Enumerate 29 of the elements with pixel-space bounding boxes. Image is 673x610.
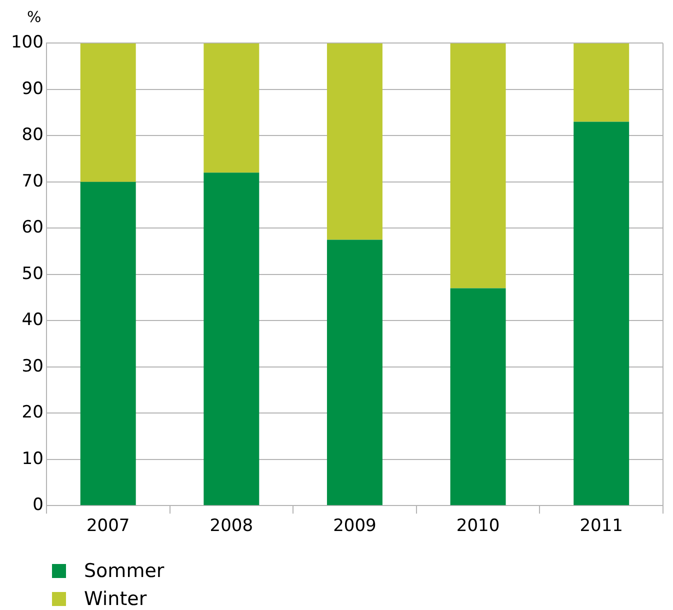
y-tick-label: 80	[22, 125, 44, 146]
y-tick-label: 0	[32, 495, 44, 516]
bar	[574, 122, 630, 506]
y-tick-label: 90	[22, 78, 44, 99]
bar	[204, 43, 260, 173]
bar	[450, 288, 506, 506]
y-tick-label: 70	[22, 171, 44, 192]
bar	[204, 172, 260, 506]
bar	[574, 43, 630, 122]
x-tick-label: 2008	[210, 516, 254, 536]
y-tick-label: 20	[22, 402, 44, 423]
x-tick-label: 2009	[333, 516, 376, 536]
y-tick-label: 10	[22, 448, 44, 469]
x-tick-label: 2010	[456, 516, 500, 536]
y-tick-label: 40	[22, 310, 44, 330]
x-tick-label: 2007	[86, 516, 130, 536]
x-tick-label: 2011	[580, 516, 623, 536]
y-tick-label: 50	[22, 264, 44, 284]
y-axis-title: %	[27, 8, 42, 28]
bar	[450, 43, 506, 288]
bar	[326, 43, 382, 240]
legend-label: Sommer	[84, 560, 164, 582]
y-tick-label: 30	[22, 356, 44, 376]
y-tick-label: 60	[22, 218, 44, 238]
bar	[80, 43, 136, 182]
legend-label: Winter	[84, 588, 147, 610]
y-tick-label: 100	[10, 32, 44, 53]
bar	[326, 240, 382, 506]
bar	[80, 182, 136, 506]
